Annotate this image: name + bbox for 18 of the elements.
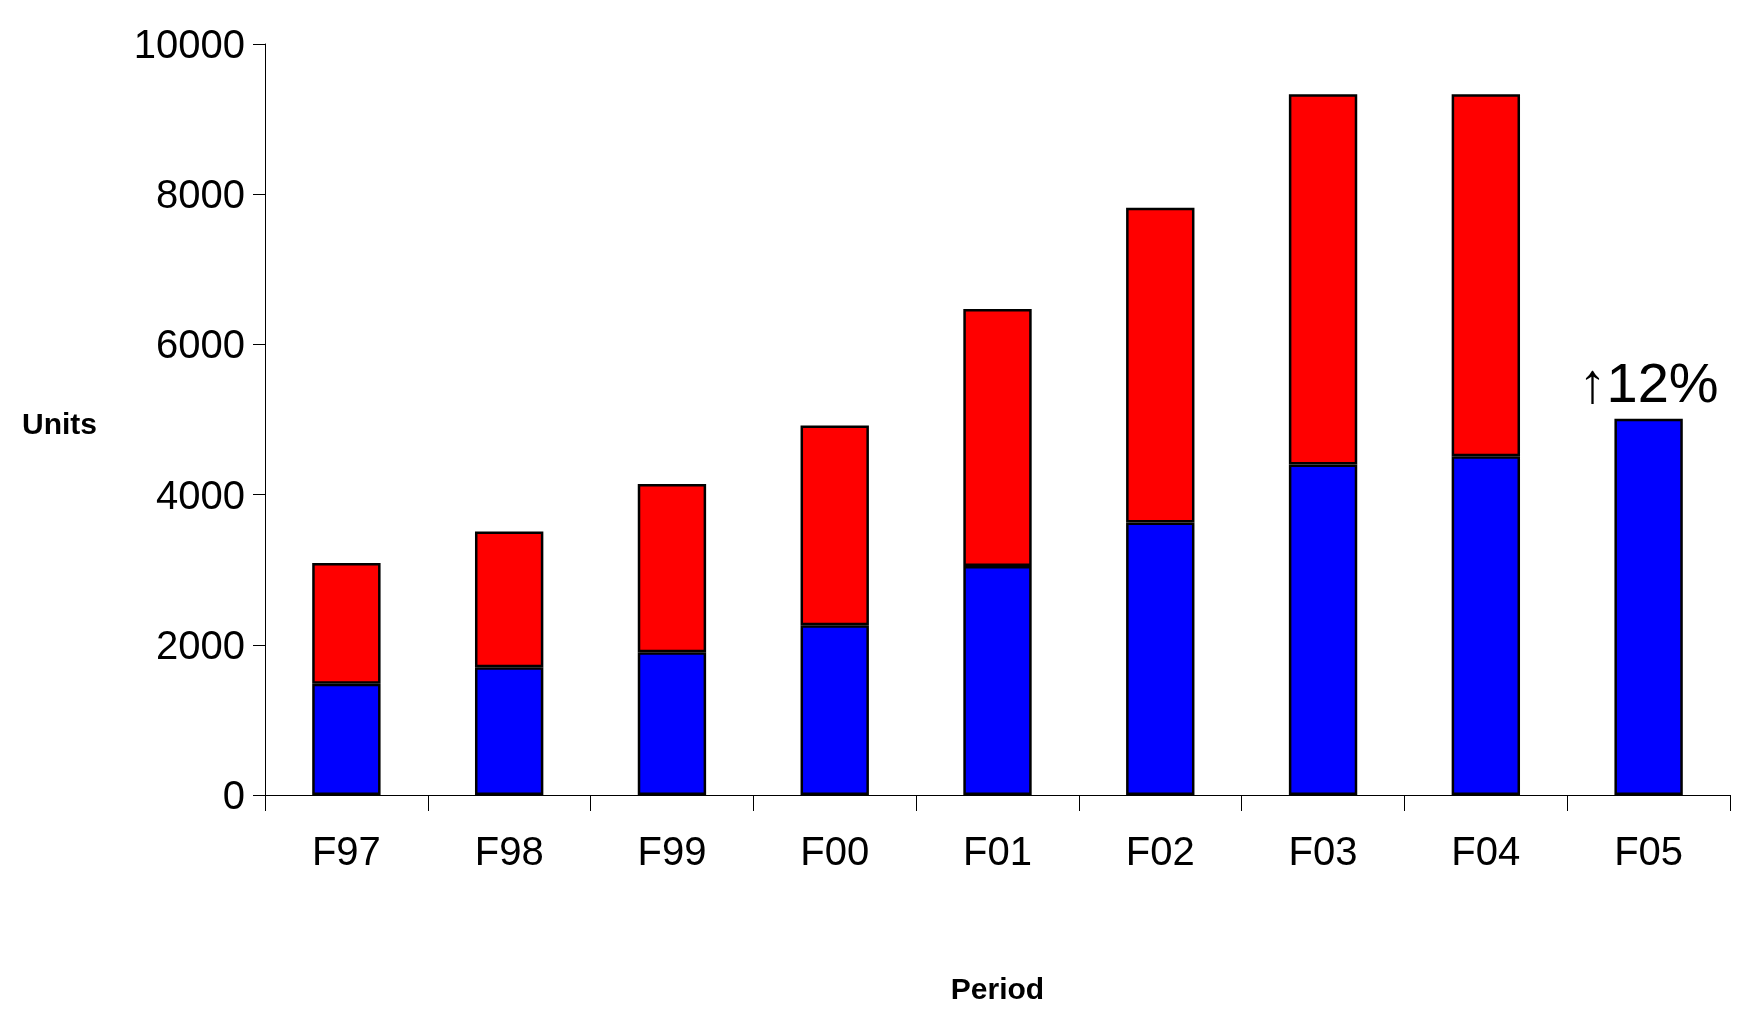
y-tick-label: 10000 — [133, 22, 245, 66]
x-tick-label: F98 — [474, 829, 544, 873]
y-tick-label: 4000 — [156, 472, 245, 517]
x-tick-label: F03 — [1288, 829, 1358, 873]
x-axis-title: Period — [950, 971, 1045, 1005]
annotation: ↑12% — [1578, 351, 1719, 415]
x-tick-label: F05 — [1614, 829, 1684, 873]
x-tick-label: F02 — [1125, 829, 1195, 873]
x-tick-label: F00 — [800, 829, 870, 873]
y-tick-label: 8000 — [156, 172, 245, 217]
y-tick-label: 2000 — [156, 622, 245, 667]
y-axis-title: Units — [22, 406, 97, 440]
x-tick-label: F97 — [311, 829, 381, 873]
y-tick-label: 0 — [222, 773, 245, 817]
x-tick-label: F01 — [963, 829, 1032, 873]
x-tick-label: F99 — [637, 829, 707, 873]
x-tick-label: F04 — [1451, 829, 1521, 873]
y-tick-label: 6000 — [156, 322, 245, 367]
